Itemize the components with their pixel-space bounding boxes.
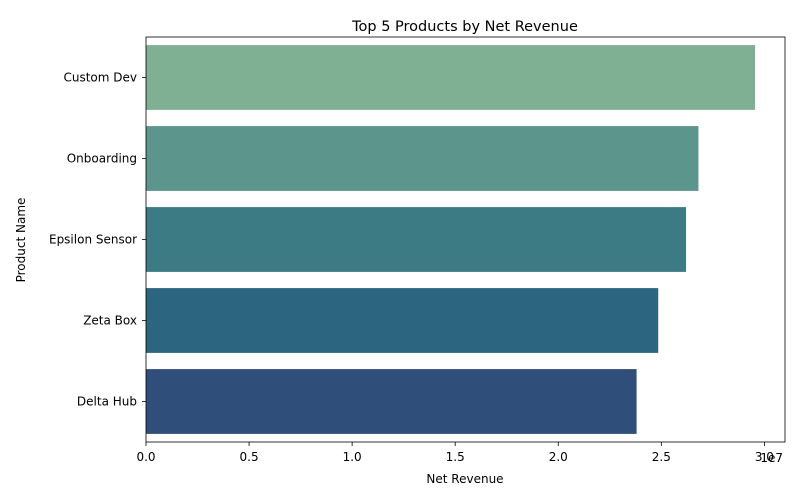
y-tick-label: Epsilon Sensor: [49, 233, 137, 247]
y-tick-label: Delta Hub: [77, 395, 137, 409]
bar-custom-dev: [146, 45, 756, 110]
x-tick-label: 0.5: [240, 450, 259, 464]
y-tick-label: Onboarding: [67, 152, 137, 166]
bars-group: [146, 45, 756, 434]
y-tick-label: Custom Dev: [63, 71, 137, 85]
x-tick-label: 1.5: [446, 450, 465, 464]
y-ticks-group: Custom Dev Onboarding Epsilon Sensor Zeta B…: [49, 71, 146, 409]
y-axis-label: Product Name: [14, 198, 28, 283]
chart-title: Top 5 Products by Net Revenue: [351, 19, 578, 35]
bar-zeta-box: [146, 288, 659, 353]
plot-frame: [145, 36, 786, 443]
x-tick-label: 1.0: [343, 450, 362, 464]
axes-frame: [145, 36, 786, 443]
x-tick-label: 3.0: [755, 450, 774, 464]
x-axis-offset-label: 1e7: [760, 451, 783, 465]
bar-delta-hub: [146, 369, 637, 434]
x-tick-label: 2.0: [549, 450, 568, 464]
bar-onboarding: [146, 126, 699, 191]
x-tick-label: 0.0: [136, 450, 155, 464]
y-tick-label: Zeta Box: [83, 314, 137, 328]
x-tick-label: 2.5: [652, 450, 671, 464]
x-axis-label: Net Revenue: [426, 472, 503, 486]
bar-epsilon-sensor: [146, 207, 687, 272]
x-ticks-group: 0.0 0.5 1.0 1.5 2.0 2.5 3.0: [136, 442, 774, 464]
